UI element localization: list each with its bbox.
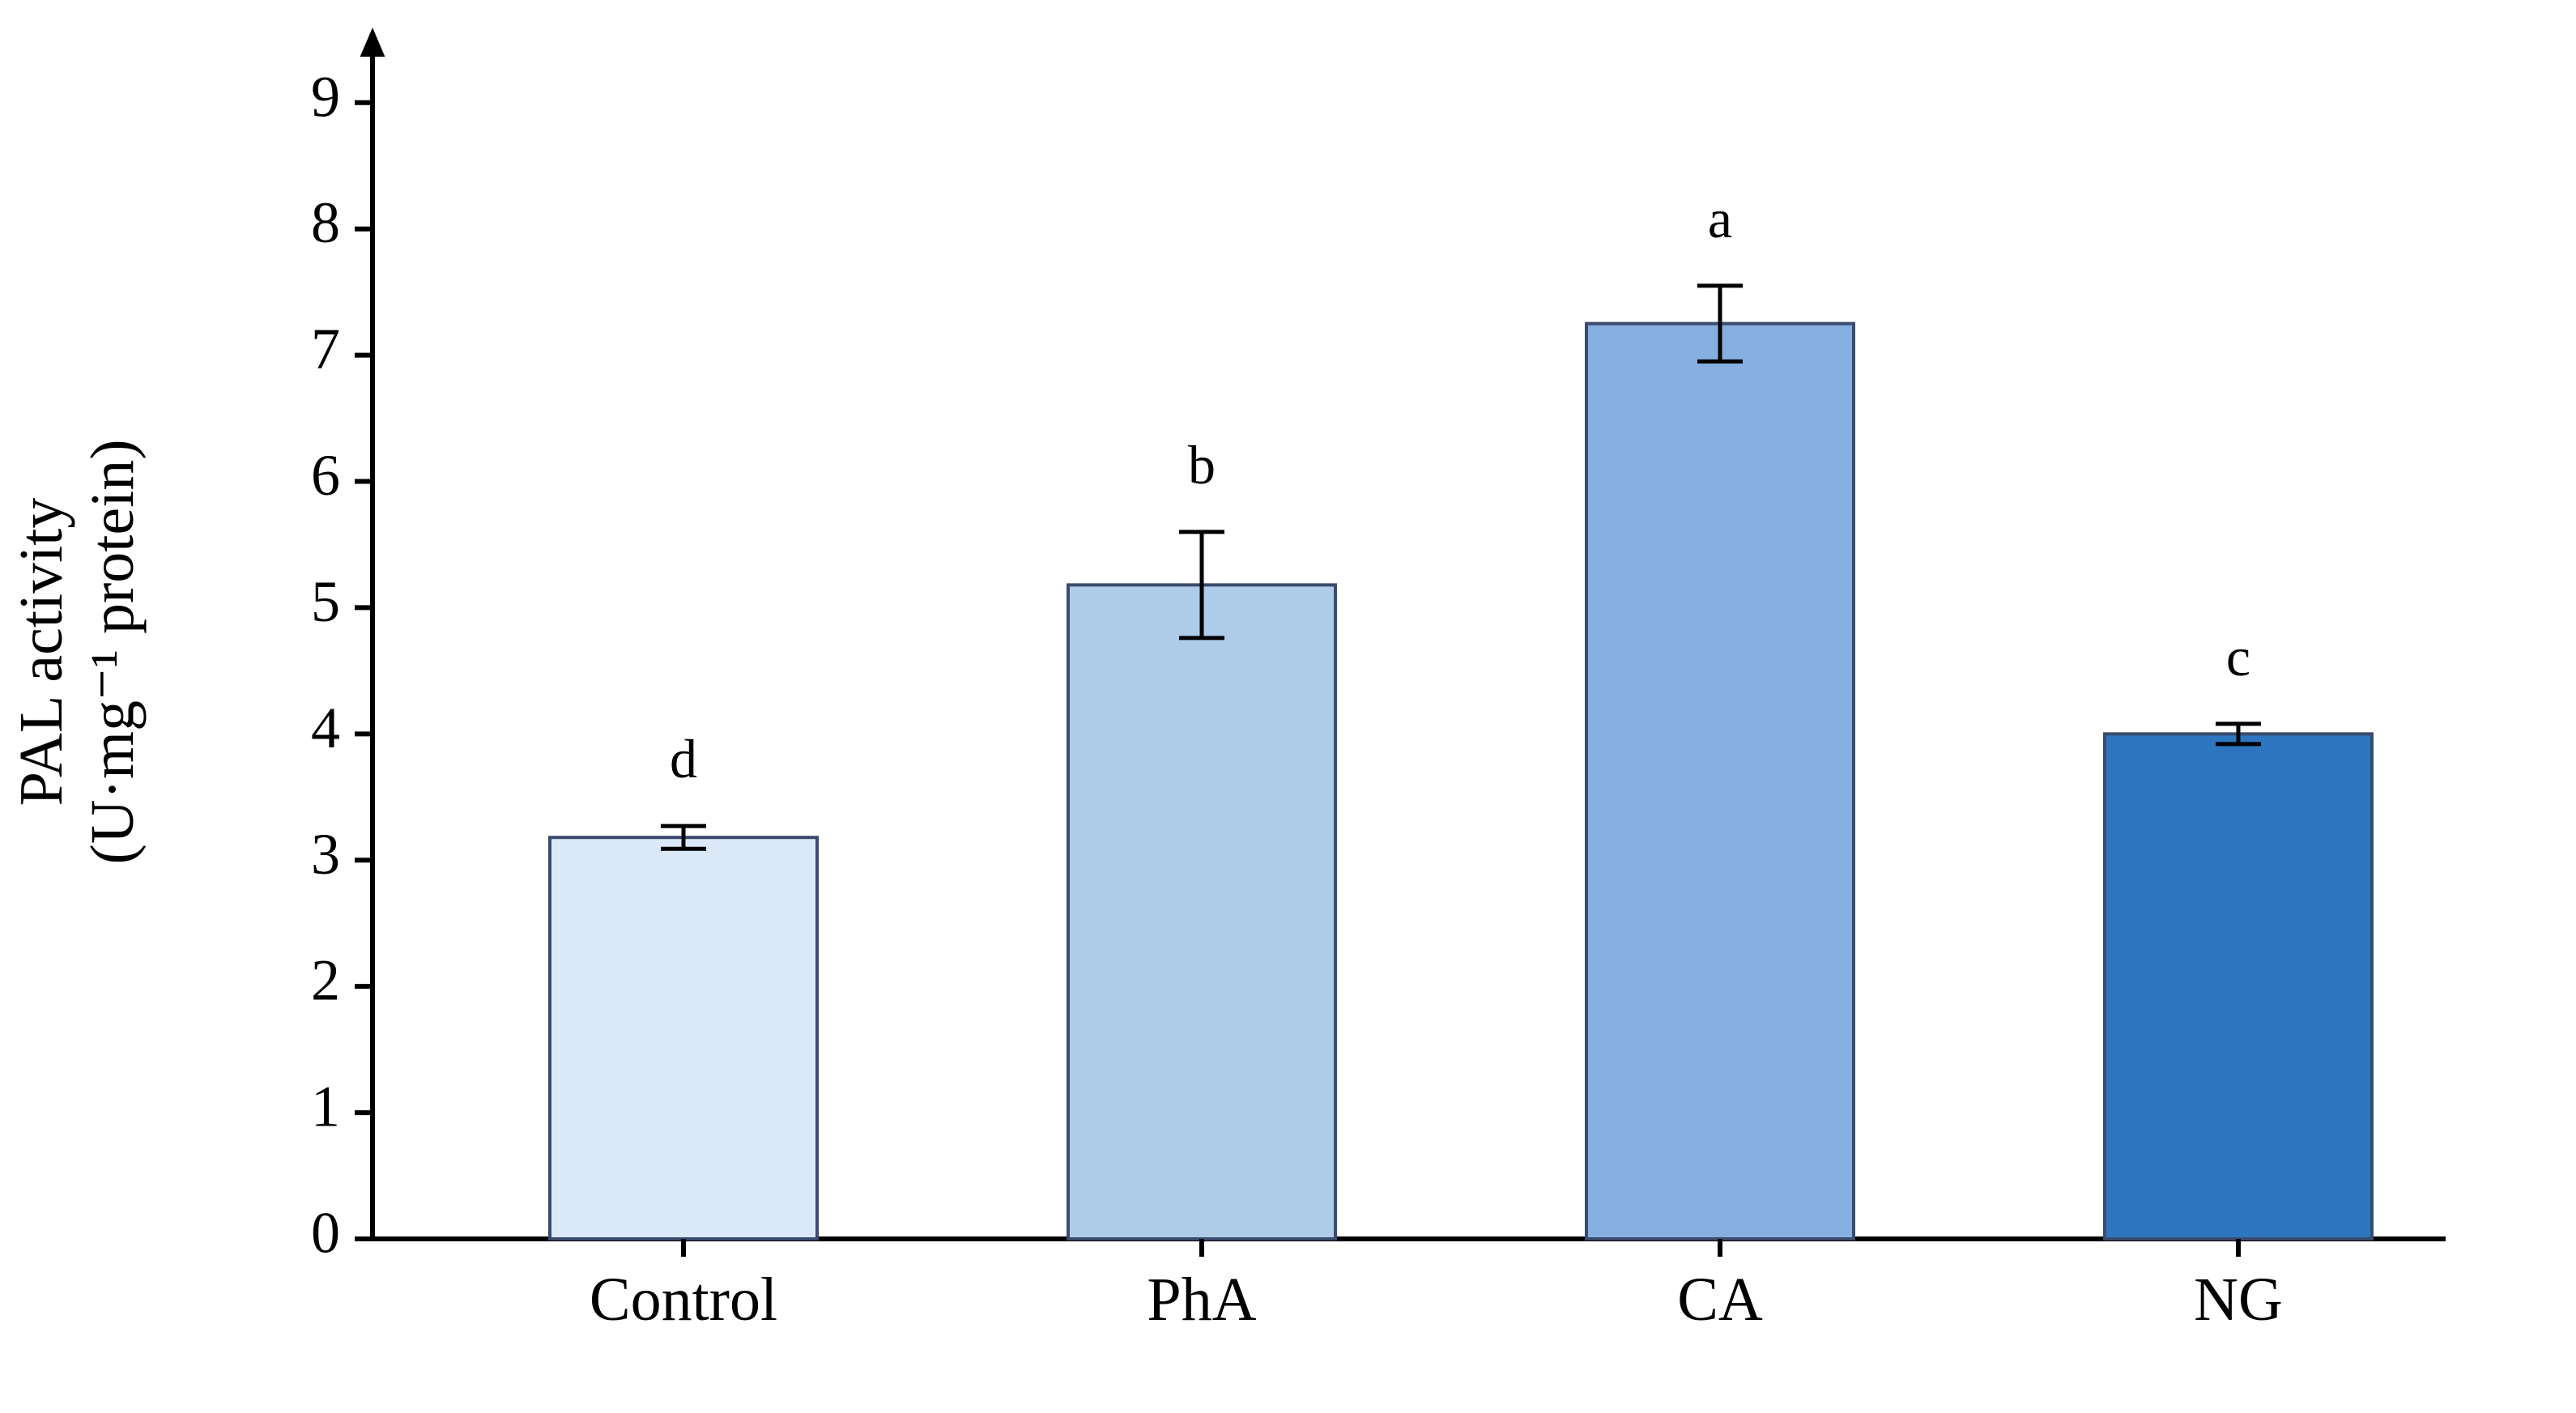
y-tick-label: 9 [311, 64, 340, 129]
bar-chart: 0 1 2 3 4 5 6 7 8 9 PAL activity(U·mg⁻¹ protein) Co… [0, 0, 2576, 1409]
y-tick-label: 8 [311, 190, 340, 255]
y-tick-label: 6 [311, 443, 340, 508]
significance-letter: a [1708, 188, 1732, 249]
y-tick-label: 2 [311, 948, 340, 1013]
bar [1068, 585, 1335, 1239]
y-tick-label: 5 [311, 569, 340, 634]
x-category-label: NG [2194, 1266, 2283, 1334]
y-tick-label: 1 [311, 1075, 340, 1139]
x-category-label: CA [1677, 1266, 1763, 1334]
y-axis-label-line1: PAL activity [7, 498, 75, 807]
bar [550, 837, 817, 1239]
significance-letter: d [670, 728, 697, 789]
y-tick-label: 7 [311, 317, 340, 381]
bar [1586, 324, 1854, 1239]
bar [2105, 734, 2372, 1239]
x-category-label: Control [590, 1266, 777, 1334]
significance-letter: b [1188, 434, 1216, 496]
y-tick-label: 4 [311, 696, 340, 760]
x-category-label: PhA [1147, 1266, 1256, 1334]
y-tick-label: 3 [311, 822, 340, 887]
y-axis-label-line2: (U·mg⁻¹ protein) [79, 439, 147, 864]
significance-letter: c [2226, 626, 2250, 687]
y-tick-label: 0 [311, 1201, 340, 1266]
chart-svg: 0 1 2 3 4 5 6 7 8 9 PAL activity(U·mg⁻¹ protein) Co… [0, 0, 2576, 1409]
